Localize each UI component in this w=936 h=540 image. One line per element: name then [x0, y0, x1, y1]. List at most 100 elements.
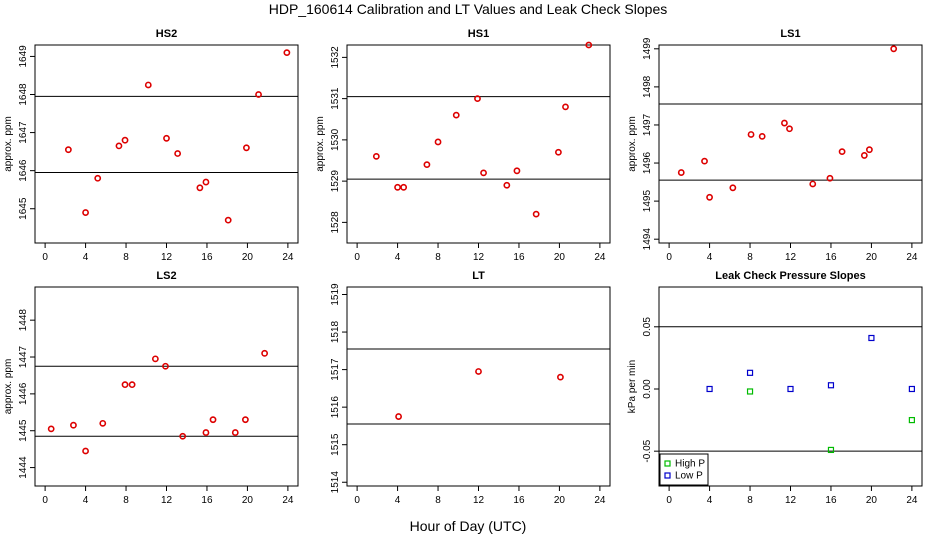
data-point: [115, 142, 123, 150]
x-tick-label: 12: [785, 252, 797, 263]
data-point: [866, 146, 873, 154]
x-tick-label: 0: [354, 252, 360, 263]
data-point: [196, 184, 204, 192]
x-tick-label: 8: [123, 495, 129, 506]
x-tick-label: 0: [42, 495, 48, 506]
data-point: [162, 362, 169, 370]
x-tick-label: 20: [554, 495, 566, 506]
data-point: [746, 388, 754, 395]
y-tick-label: 1530: [330, 128, 341, 151]
x-tick-label: 12: [785, 495, 797, 506]
data-point: [47, 425, 55, 433]
x-tick-label: 4: [83, 495, 89, 506]
plot-frame: [346, 286, 611, 487]
panel-title: HS1: [468, 28, 489, 40]
y-axis-label: kPa per min: [627, 360, 638, 413]
data-point: [243, 144, 250, 152]
y-tick-label: 0.05: [642, 317, 653, 337]
x-tick-label: 20: [242, 252, 254, 263]
x-tick-label: 4: [395, 495, 401, 506]
data-point: [758, 132, 766, 140]
data-point: [434, 138, 442, 146]
panel-ls2: LS2 0 4 8 12 16 20 24 1444 1445 1446 1447 1448 approx…: [3, 270, 299, 506]
data-point: [706, 385, 713, 393]
data-point: [209, 416, 217, 424]
data-point: [480, 169, 487, 177]
x-tick-label: 12: [473, 495, 485, 506]
data-point: [94, 174, 102, 182]
plot-frame: [34, 286, 299, 487]
x-tick-label: 20: [554, 252, 566, 263]
data-point: [868, 334, 875, 342]
legend-label: High P: [675, 459, 705, 470]
y-axis-label: approx. ppm: [3, 116, 14, 172]
x-tick-label: 8: [747, 495, 753, 506]
data-point: [786, 125, 793, 133]
data-point: [890, 45, 898, 53]
data-point: [121, 381, 129, 389]
y-tick-label: 1645: [18, 197, 29, 220]
data-point: [827, 382, 835, 389]
x-tick-label: 4: [83, 252, 89, 263]
data-point: [826, 174, 834, 182]
data-point: [241, 416, 249, 424]
data-point: [202, 429, 210, 436]
data-point: [179, 432, 187, 440]
x-tick-label: 4: [395, 252, 401, 263]
y-tick-label: 1445: [18, 419, 29, 442]
x-tick-label: 4: [707, 495, 713, 506]
data-point: [787, 385, 794, 393]
x-tick-label: 8: [435, 495, 441, 506]
x-tick-label: 0: [42, 252, 48, 263]
data-point: [64, 146, 72, 154]
y-tick-label: 1495: [642, 190, 653, 213]
x-tick-label: 0: [354, 495, 360, 506]
x-tick-label: 20: [866, 252, 878, 263]
x-tick-label: 4: [707, 252, 713, 263]
panel-hs2: HS2 0 4 8 12 16 20 24 1645 1646 1647 1648 1649 approx…: [3, 28, 299, 263]
y-tick-label: 1499: [642, 37, 653, 60]
legend-marker: [664, 460, 671, 467]
y-tick-label: 1498: [642, 75, 653, 98]
x-tick-label: 16: [513, 252, 525, 263]
data-point: [557, 373, 564, 381]
data-point: [144, 81, 152, 89]
data-point: [585, 41, 593, 49]
y-tick-label: 1519: [330, 283, 341, 306]
x-tick-label: 8: [435, 252, 441, 263]
data-point: [474, 95, 481, 103]
y-tick-label: 1496: [642, 151, 653, 174]
x-tick-label: 20: [242, 495, 254, 506]
panel-leak-check-pressure-slopes: Leak Check Pressure Slopes 0 4 8 12 16 20 24 -0.…: [627, 270, 923, 506]
y-tick-label: 1647: [18, 121, 29, 144]
y-tick-label: 1447: [18, 345, 29, 368]
y-tick-label: 1532: [330, 46, 341, 69]
y-tick-label: 1497: [642, 113, 653, 136]
y-tick-label: 1648: [18, 83, 29, 106]
data-point: [255, 91, 262, 98]
data-point: [283, 49, 291, 57]
y-tick-label: 1518: [330, 320, 341, 343]
data-point: [400, 183, 408, 191]
x-tick-label: 12: [161, 252, 173, 263]
y-axis-label: approx. ppm: [627, 116, 638, 172]
y-tick-label: 1444: [18, 456, 29, 479]
data-point: [838, 148, 846, 156]
data-point: [532, 210, 540, 218]
data-point: [224, 216, 232, 224]
x-tick-label: 16: [825, 252, 837, 263]
data-point: [163, 134, 170, 142]
x-tick-label: 0: [666, 252, 672, 263]
y-axis-label: approx. ppm: [3, 359, 14, 415]
y-tick-label: 1528: [330, 211, 341, 234]
data-point: [82, 209, 89, 216]
data-point: [781, 119, 788, 127]
data-point: [70, 421, 77, 429]
legend-marker: [664, 472, 671, 479]
data-point: [706, 193, 713, 201]
x-tick-label: 24: [282, 495, 294, 506]
panel-title: LT: [472, 270, 485, 282]
data-point: [555, 148, 562, 156]
plot-frame: [658, 44, 923, 244]
